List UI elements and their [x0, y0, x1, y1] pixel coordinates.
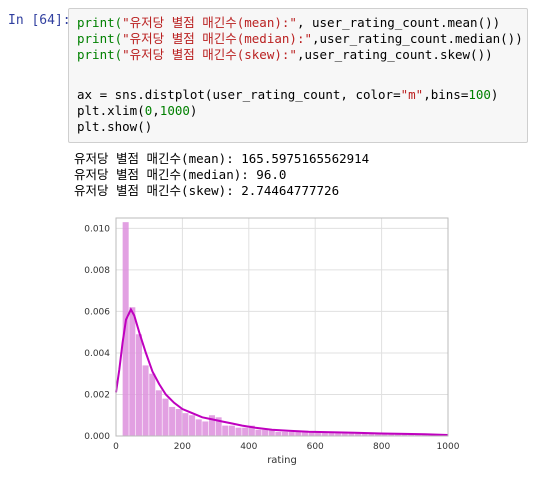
- output-line-mean: 유저당 별점 매긴수(mean): 165.5975165562914: [74, 151, 370, 166]
- code-token: "유저당 별점 매긴수(mean):": [122, 15, 297, 30]
- code-line-1: print("유저당 별점 매긴수(mean):", user_rating_c…: [77, 15, 500, 31]
- histogram-bar: [162, 398, 169, 436]
- histogram-bar: [182, 413, 189, 436]
- histogram-bar: [195, 419, 202, 436]
- y-tick-label: 0.004: [84, 349, 110, 359]
- code-token: ,user_rating_count.skew()): [296, 47, 493, 62]
- code-token: 0: [144, 103, 153, 118]
- code-token: "m": [400, 87, 424, 102]
- code-token: "유저당 별점 매긴수(skew):": [122, 47, 297, 62]
- histogram-bar: [295, 431, 302, 436]
- code-token: print(: [77, 47, 123, 62]
- y-tick-label: 0.000: [84, 432, 110, 442]
- code-token: 1000: [159, 103, 190, 118]
- y-tick-label: 0.002: [84, 390, 110, 400]
- histogram-bar: [282, 431, 289, 436]
- code-token: ,: [152, 103, 160, 118]
- histogram-bar: [368, 432, 375, 436]
- histogram-bar: [361, 432, 368, 436]
- histogram-bar: [321, 431, 328, 436]
- x-axis-label: rating: [267, 455, 297, 466]
- code-line-5: ax = sns.distplot(user_rating_count, col…: [77, 87, 498, 103]
- y-tick-label: 0.008: [84, 266, 110, 276]
- histogram-bar: [401, 433, 408, 436]
- x-tick-label: 800: [373, 442, 390, 452]
- cell-prompt: In [64]:: [8, 13, 71, 28]
- code-line-3: print("유저당 별점 매긴수(skew):",user_rating_co…: [77, 47, 493, 63]
- y-tick-label: 0.010: [84, 224, 110, 234]
- histogram-bar: [328, 431, 335, 436]
- histogram-bar: [381, 433, 388, 436]
- plot-frame: [115, 217, 449, 437]
- code-line-6: plt.xlim(0,1000): [77, 103, 197, 119]
- histogram-bar: [169, 406, 176, 436]
- histogram-bar: [388, 433, 395, 436]
- histogram-bar: [301, 431, 308, 436]
- code-token: "유저당 별점 매긴수(median):": [122, 31, 312, 46]
- code-token: ,user_rating_count.median()): [312, 31, 523, 46]
- histogram-bar: [275, 431, 282, 436]
- histogram-bar: [308, 431, 315, 436]
- code-token: print(: [77, 31, 123, 46]
- histogram-bar: [122, 222, 129, 436]
- histogram-bar: [149, 373, 156, 436]
- histogram-bar: [374, 433, 381, 436]
- histogram-bar: [142, 365, 149, 436]
- output-line-median: 유저당 별점 매긴수(median): 96.0: [74, 167, 287, 182]
- histogram-bar: [189, 415, 196, 436]
- histogram-bar: [155, 390, 162, 436]
- histogram-bar: [222, 425, 229, 436]
- code-line-2: print("유저당 별점 매긴수(median):",user_rating_…: [77, 31, 523, 47]
- histogram-bar: [394, 433, 401, 436]
- code-token: print(: [77, 15, 123, 30]
- histogram-bar: [341, 431, 348, 436]
- histogram-bar: [129, 307, 136, 436]
- rating-distribution-chart: 0 200 400 600 800 1000 0.000 0.002 0.004 0.006 0.0…: [84, 217, 460, 466]
- code-token: ): [490, 87, 499, 102]
- histogram-bar: [315, 431, 322, 436]
- histogram-bar: [262, 429, 269, 436]
- histogram-bar: [348, 432, 355, 436]
- histogram-bar: [355, 432, 362, 436]
- x-tick-label: 0: [113, 442, 119, 452]
- histogram-bar: [248, 425, 255, 436]
- histogram-bar: [288, 431, 295, 436]
- code-token: ): [189, 103, 198, 118]
- code-cell-editor[interactable]: print("유저당 별점 매긴수(mean):", user_rating_c…: [68, 8, 528, 143]
- code-token: plt.xlim(: [77, 103, 145, 118]
- histogram-bar: [208, 415, 215, 436]
- x-tick-label: 1000: [437, 442, 460, 452]
- histogram-bar: [235, 427, 242, 436]
- x-tick-label: 400: [240, 442, 257, 452]
- histogram-bar: [414, 434, 421, 436]
- code-token: ,bins=: [423, 87, 469, 102]
- histogram-bar: [268, 429, 275, 436]
- code-token: , user_rating_count.mean()): [296, 15, 501, 30]
- histogram-bar: [255, 429, 262, 436]
- code-line-7: plt.show(): [77, 119, 153, 134]
- x-tick-label: 200: [174, 442, 191, 452]
- histogram-bar: [215, 417, 222, 436]
- kde-line: [115, 307, 449, 436]
- y-tick-label: 0.006: [84, 307, 110, 317]
- histogram-bar: [335, 431, 342, 436]
- code-token: 100: [468, 87, 491, 102]
- histogram-bar: [135, 334, 142, 436]
- histogram-bar: [202, 421, 209, 436]
- histogram-bar: [242, 427, 249, 436]
- histogram-bar: [228, 425, 235, 436]
- code-token: ax = sns.distplot(user_rating_count, col…: [77, 87, 401, 102]
- output-line-skew: 유저당 별점 매긴수(skew): 2.74464777726: [74, 183, 340, 198]
- histogram-bar: [175, 409, 182, 436]
- x-tick-label: 600: [307, 442, 324, 452]
